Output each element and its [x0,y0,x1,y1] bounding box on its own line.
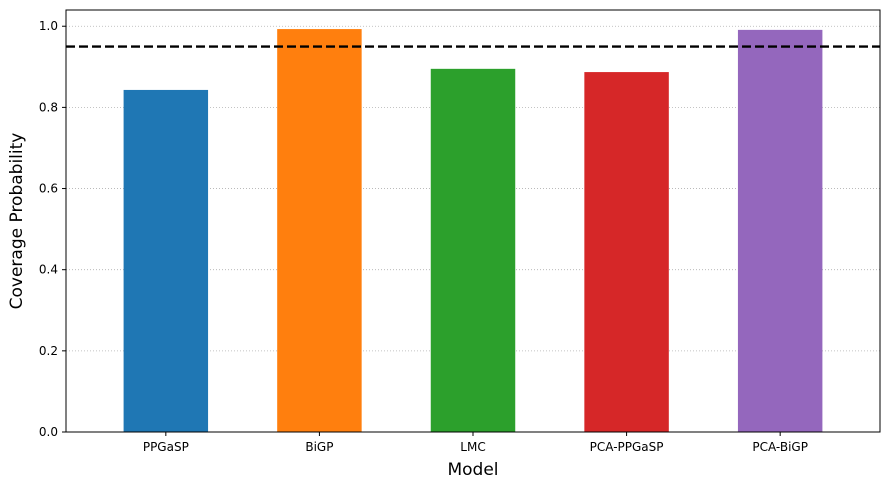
y-tick-label: 0.6 [39,182,58,196]
bar-pca-bigp [737,29,823,433]
bars [123,29,823,433]
y-tick-label: 0.8 [39,100,58,114]
y-axis-ticks: 0.0 0.2 0.4 0.6 0.8 1.0 [39,19,66,439]
bar-lmc [430,68,516,432]
x-tick-label: PPGaSP [143,440,189,454]
y-tick-label: 0.2 [39,344,58,358]
x-tick-label: LMC [460,440,485,454]
y-tick-label: 0.4 [39,263,58,277]
y-tick-label: 1.0 [39,19,58,33]
x-axis-title: Model [447,460,498,480]
y-axis-title: Coverage Probability [7,133,27,310]
y-tick-label: 0.0 [39,425,58,439]
x-axis-ticks: PPGaSP BiGP LMC PCA-PPGaSP PCA-BiGP [143,432,808,454]
x-tick-label: PCA-PPGaSP [590,440,664,454]
bar-bigp [277,29,362,432]
bar-pca-ppgasp [584,72,669,432]
bar-ppgasp [123,89,209,433]
x-tick-label: BiGP [305,440,333,454]
x-tick-label: PCA-BiGP [752,440,808,454]
